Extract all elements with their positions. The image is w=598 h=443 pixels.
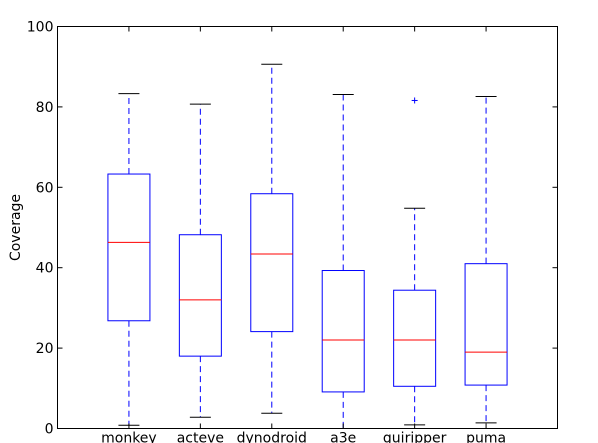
- box-monkey: [107, 93, 151, 426]
- x-tick-label: acteve: [177, 431, 224, 443]
- box-puma: [464, 95, 508, 424]
- box-acteve: [178, 103, 222, 418]
- y-axis-ticks: 0 20 40 60 80 100: [27, 20, 558, 438]
- x-tick-label: dynodroid: [237, 431, 307, 443]
- y-tick-label: 40: [36, 261, 54, 277]
- y-tick-label: 60: [36, 180, 54, 196]
- plot-frame: [57, 26, 558, 429]
- y-tick-label: 0: [45, 422, 54, 438]
- iqr-box: [107, 173, 151, 322]
- x-tick-label: monkey: [101, 431, 157, 443]
- x-tick-label: a3e: [330, 431, 356, 443]
- iqr-box: [321, 270, 365, 393]
- box-a3e: [321, 93, 365, 429]
- box-dynodroid: [250, 63, 294, 414]
- x-axis-ticks: monkey acteve dynodroid a3e guiripper puma: [101, 26, 506, 443]
- iqr-box: [393, 289, 437, 387]
- box-guiripper: [393, 97, 437, 426]
- y-tick-label: 80: [36, 100, 54, 116]
- iqr-box: [250, 193, 294, 333]
- y-tick-label: 20: [36, 341, 54, 357]
- outlier-marker: [411, 97, 418, 104]
- y-tick-label: 100: [27, 20, 54, 36]
- x-tick-label: puma: [466, 431, 506, 443]
- x-tick-label: guiripper: [383, 431, 447, 443]
- plot-area: [107, 63, 508, 429]
- y-axis-label: Coverage: [8, 194, 24, 261]
- iqr-box: [464, 263, 508, 386]
- iqr-box: [178, 234, 222, 357]
